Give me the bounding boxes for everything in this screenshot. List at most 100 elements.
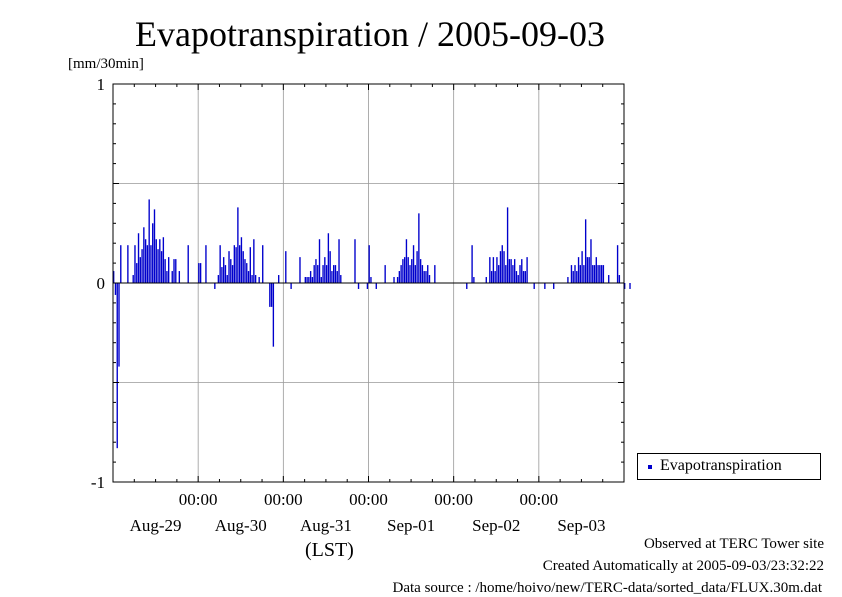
data-bar — [375, 283, 377, 289]
data-bar — [166, 271, 168, 283]
x-day-label: Sep-02 — [472, 516, 520, 535]
data-bar — [485, 277, 487, 283]
data-bar — [148, 199, 150, 283]
data-bar — [608, 275, 610, 283]
data-bar — [494, 271, 496, 283]
legend-label: Evapotranspiration — [660, 457, 782, 474]
data-bar — [490, 271, 493, 283]
y-tick-label: 1 — [97, 75, 106, 94]
data-bar — [118, 283, 120, 367]
data-bar — [581, 251, 583, 283]
data-bar — [144, 239, 147, 283]
data-bar — [219, 245, 221, 283]
data-bar — [322, 265, 324, 283]
data-bar — [574, 265, 576, 283]
data-bar — [146, 245, 149, 283]
x-tick-time-label: 00:00 — [264, 490, 303, 509]
data-bar — [137, 233, 140, 283]
data-bar — [414, 265, 416, 283]
data-bar — [308, 277, 310, 283]
data-bar — [407, 257, 409, 283]
data-bar — [270, 283, 273, 307]
data-bar — [304, 277, 306, 283]
data-bar — [246, 263, 248, 283]
data-bar — [285, 251, 287, 283]
data-bar — [175, 259, 177, 283]
data-bar — [290, 283, 292, 289]
data-bar — [309, 271, 312, 283]
data-bar — [398, 271, 401, 283]
data-bar — [396, 277, 399, 283]
data-bar — [501, 245, 503, 283]
data-bar — [421, 265, 424, 283]
data-bar — [513, 259, 516, 283]
data-bar — [425, 271, 427, 283]
data-bar — [338, 239, 340, 283]
data-bar — [272, 283, 275, 347]
data-bar — [466, 283, 468, 289]
data-bar — [329, 251, 331, 283]
data-bar — [247, 271, 250, 283]
x-day-label: Sep-01 — [387, 516, 435, 535]
data-bar — [584, 219, 587, 283]
data-bar — [515, 271, 518, 283]
data-bar — [473, 277, 475, 283]
data-bar — [508, 259, 511, 283]
x-axis-label: (LST) — [305, 539, 354, 561]
data-bar — [205, 245, 207, 283]
data-bar — [132, 275, 134, 283]
data-bar — [134, 245, 136, 283]
data-bar — [526, 257, 528, 283]
data-bar — [489, 257, 491, 283]
data-bar — [572, 271, 574, 283]
data-bar — [405, 239, 408, 283]
data-bar — [262, 245, 264, 283]
data-bar — [114, 283, 117, 295]
data-bar — [370, 277, 372, 283]
data-bar — [136, 263, 138, 283]
data-bar — [230, 259, 232, 283]
axis-labels: 1 0 -1 00:00 00:00 00:00 00:00 00:00 Aug-29 Aug-3… — [91, 75, 606, 561]
data-bar — [593, 265, 596, 283]
x-day-label: Aug-30 — [215, 516, 267, 535]
data-bar — [416, 251, 418, 283]
data-bar — [226, 275, 228, 283]
data-bar — [242, 251, 244, 283]
y-tick-label: 0 — [97, 274, 106, 293]
data-bar — [269, 283, 271, 307]
data-bar — [157, 249, 159, 283]
data-bar — [354, 239, 356, 283]
data-bar — [251, 275, 253, 283]
x-day-label: Aug-29 — [130, 516, 182, 535]
data-bar — [586, 257, 589, 283]
footer-observed: Observed at TERC Tower site — [643, 536, 824, 552]
data-bar — [159, 239, 161, 283]
data-bar — [409, 265, 411, 283]
data-bar — [143, 227, 145, 283]
data-bar — [299, 257, 301, 283]
data-bar — [403, 257, 406, 283]
data-bar — [517, 275, 519, 283]
data-bar — [254, 275, 257, 283]
data-bar — [505, 265, 507, 283]
data-bar — [418, 213, 420, 283]
data-bar — [428, 275, 431, 283]
data-bar — [233, 245, 236, 283]
legend-swatch — [648, 465, 652, 469]
data-bar — [315, 259, 317, 283]
data-bar — [588, 257, 590, 283]
data-bar — [616, 245, 619, 283]
data-bar — [336, 271, 338, 283]
data-bar — [368, 245, 370, 283]
x-tick-time-label: 00:00 — [434, 490, 473, 509]
data-bar — [113, 271, 115, 283]
data-bar — [400, 265, 402, 283]
data-bar — [168, 257, 170, 283]
chart-title: Evapotranspiration / 2005-09-03 — [135, 14, 605, 54]
data-bar — [499, 251, 502, 283]
data-bar — [427, 265, 429, 283]
data-bar — [152, 223, 154, 283]
data-bar — [228, 251, 230, 283]
data-bar — [313, 265, 315, 283]
data-bar — [576, 271, 578, 283]
